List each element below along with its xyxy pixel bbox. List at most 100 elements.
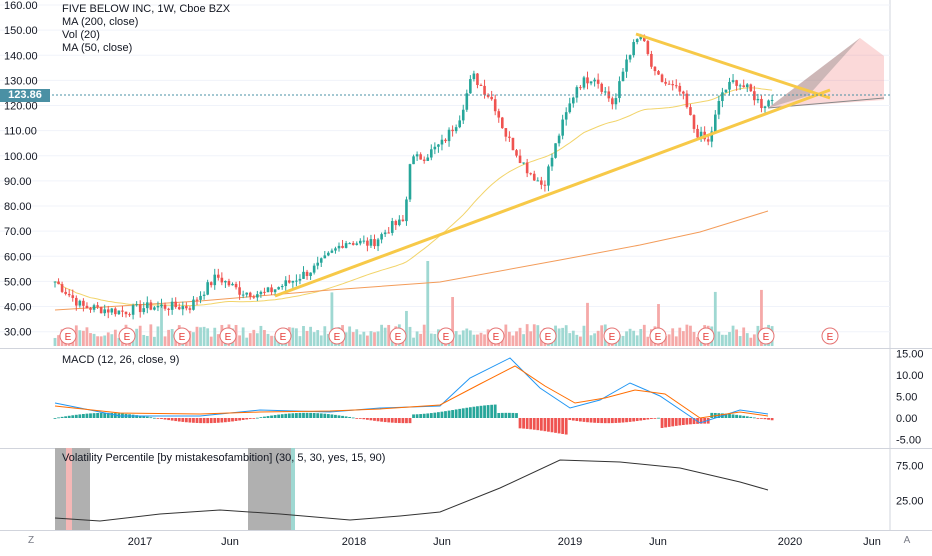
candle-body: [426, 157, 430, 161]
earnings-marker[interactable]: [757, 327, 775, 345]
candle-body: [174, 301, 177, 308]
candle-body: [650, 53, 653, 67]
macd-histogram-bar: [192, 418, 195, 423]
candle-body: [401, 219, 405, 222]
candle-body: [60, 284, 64, 292]
candle-body: [550, 157, 554, 167]
earnings-marker-label: E: [443, 332, 450, 343]
candle-body: [717, 101, 721, 115]
candle-body: [770, 99, 774, 101]
candle-body: [351, 243, 355, 245]
volume-bar: [412, 337, 415, 346]
macd-legend[interactable]: MACD (12, 26, close, 9): [62, 354, 180, 366]
candle-body: [131, 305, 135, 315]
macd-histogram-bar: [326, 414, 330, 418]
macd-pane[interactable]: 15.00 10.00 5.00 0.00 -5.00 MACD (12, 26, cl…: [0, 348, 932, 448]
macd-histogram-bar: [422, 413, 426, 418]
projection-down-zone[interactable]: [768, 38, 884, 108]
auto-scale-button[interactable]: A: [903, 535, 911, 546]
macd-histogram-bar: [738, 415, 742, 418]
macd-histogram-bar: [263, 416, 266, 418]
volume-bar: [564, 325, 568, 346]
earnings-marker[interactable]: [539, 327, 557, 345]
candle-body: [177, 307, 181, 310]
volume-bar: [85, 327, 89, 346]
volume-legend[interactable]: Vol (20): [62, 29, 100, 41]
volume-bar: [135, 328, 139, 346]
volume-bar: [639, 328, 643, 346]
projection-up-zone[interactable]: [768, 38, 860, 108]
volume-bar: [586, 302, 589, 346]
support-trendline[interactable]: [274, 88, 831, 298]
macd-histogram-bar: [85, 413, 89, 418]
earnings-marker[interactable]: [219, 327, 237, 345]
candle-body: [149, 302, 153, 310]
earnings-marker[interactable]: [603, 327, 621, 345]
candle-body: [89, 308, 92, 310]
macd-histogram-bar: [280, 414, 284, 418]
earnings-marker[interactable]: [328, 327, 346, 345]
macd-histogram-bar: [415, 414, 419, 418]
symbol-title[interactable]: FIVE BELOW INC, 1W, Cboe BZX: [62, 3, 231, 15]
volatility-legend[interactable]: Volatility Percentile [by mistakesofambi…: [62, 452, 386, 464]
macd-histogram-bar: [96, 412, 99, 418]
earnings-marker[interactable]: [389, 327, 407, 345]
volume-bar: [561, 327, 565, 346]
macd-histogram-bar: [174, 418, 178, 422]
candle-body: [515, 150, 518, 156]
earnings-marker[interactable]: [821, 327, 839, 345]
macd-chart[interactable]: 15.00 10.00 5.00 0.00 -5.00: [0, 348, 932, 448]
candle-body: [461, 109, 465, 121]
earnings-marker[interactable]: [118, 327, 136, 345]
zoom-toggle-button[interactable]: Z: [27, 535, 35, 546]
earnings-marker[interactable]: [173, 327, 191, 345]
volume-bar: [557, 328, 561, 346]
earnings-marker[interactable]: [437, 327, 455, 345]
volume-bar: [323, 326, 327, 346]
candle-body: [561, 119, 564, 136]
resistance-trendline[interactable]: [635, 32, 831, 100]
earnings-marker[interactable]: [697, 327, 715, 345]
price-axis-tick: 130.00: [4, 75, 38, 87]
earnings-marker-label: E: [827, 332, 834, 343]
candle-body: [582, 77, 586, 88]
macd-histogram-bar: [220, 418, 224, 423]
macd-histogram-bar: [518, 418, 522, 429]
candle-body: [146, 302, 149, 309]
macd-histogram-bar: [312, 413, 316, 418]
volume-bar: [454, 331, 458, 346]
ma200-legend[interactable]: MA (200, close): [62, 16, 139, 28]
candle-body: [82, 300, 85, 306]
price-axis-tick: 30.00: [4, 327, 32, 339]
volume-bar: [657, 304, 660, 346]
macd-histogram-bar: [554, 418, 557, 433]
candle-body: [437, 144, 440, 147]
earnings-marker[interactable]: [274, 327, 292, 345]
time-axis[interactable]: 2017 Jun 2018 Jun 2019 Jun 2020 Jun Z A: [0, 530, 932, 551]
candle-body: [543, 184, 547, 186]
candle-body: [334, 248, 337, 251]
earnings-marker[interactable]: [487, 327, 505, 345]
earnings-marker[interactable]: [649, 327, 667, 345]
macd-histogram-bar: [405, 418, 408, 424]
macd-histogram-bar: [568, 418, 572, 421]
volume-bar: [142, 334, 146, 346]
volume-bar: [92, 333, 96, 346]
earnings-marker-label: E: [763, 332, 770, 343]
macd-histogram-bar: [195, 418, 199, 423]
volume-bar: [238, 335, 241, 346]
candle-body: [476, 73, 479, 85]
earnings-marker[interactable]: [59, 327, 77, 345]
candle-body: [217, 274, 220, 278]
macd-histogram-bar: [167, 418, 170, 421]
candle-body: [167, 308, 170, 310]
volume-bar: [266, 333, 270, 346]
volume-bar: [667, 334, 671, 346]
volatility-chart[interactable]: 75.00 25.00: [0, 448, 932, 530]
ma50-legend[interactable]: MA (50, close): [62, 42, 133, 54]
volatility-pane[interactable]: 75.00 25.00 Volatility Percentile [by mis…: [0, 448, 932, 530]
macd-histogram-bar: [156, 418, 160, 419]
macd-histogram-bar: [564, 418, 568, 435]
